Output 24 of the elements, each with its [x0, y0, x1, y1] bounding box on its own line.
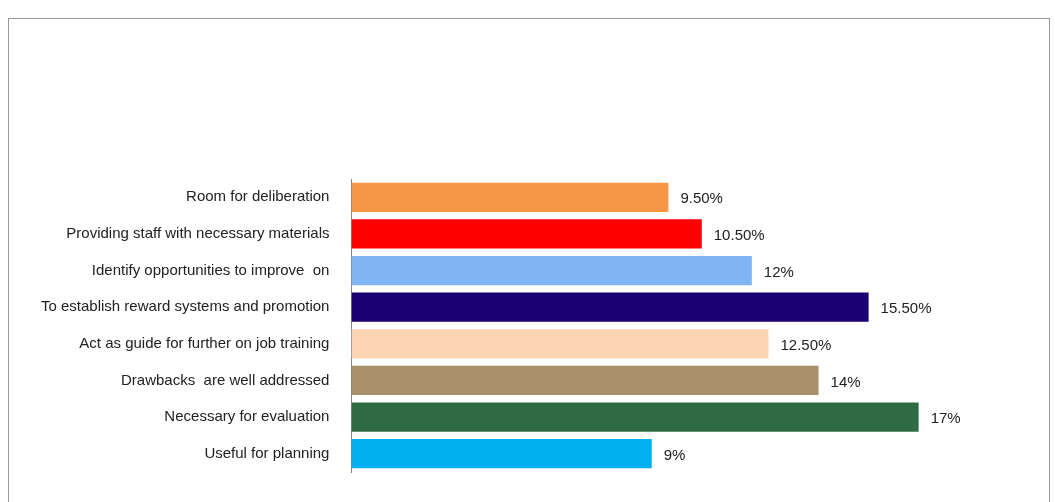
- data-label: 9.50%: [680, 189, 723, 207]
- data-label: 10.50%: [713, 226, 765, 244]
- data-label: 12.50%: [780, 335, 832, 353]
- bar: [351, 365, 819, 396]
- data-label: 17%: [930, 409, 961, 427]
- bar: [351, 402, 919, 432]
- y-tick-label: Necessary for evaluation: [164, 407, 330, 425]
- bar: [351, 439, 652, 469]
- bar: [351, 255, 752, 286]
- y-tick-label: Providing staff with necessary materials: [66, 224, 330, 242]
- data-label: 9%: [663, 445, 686, 463]
- bar: [351, 182, 669, 212]
- y-tick-label: Act as guide for further on job training: [79, 333, 330, 351]
- bar: [351, 292, 869, 322]
- y-tick-label: To establish reward systems and promotion: [41, 297, 330, 315]
- data-label: 14%: [830, 372, 861, 390]
- data-label: 15.50%: [880, 299, 932, 317]
- bar: [351, 219, 702, 249]
- bar: [351, 329, 769, 359]
- data-label: 12%: [763, 262, 794, 280]
- y-tick-label: Drawbacks are well addressed: [121, 370, 330, 388]
- y-tick-label: Identify opportunities to improve on: [91, 260, 330, 278]
- y-tick-label: Room for deliberation: [186, 187, 330, 205]
- y-tick-label: Useful for planning: [204, 443, 330, 461]
